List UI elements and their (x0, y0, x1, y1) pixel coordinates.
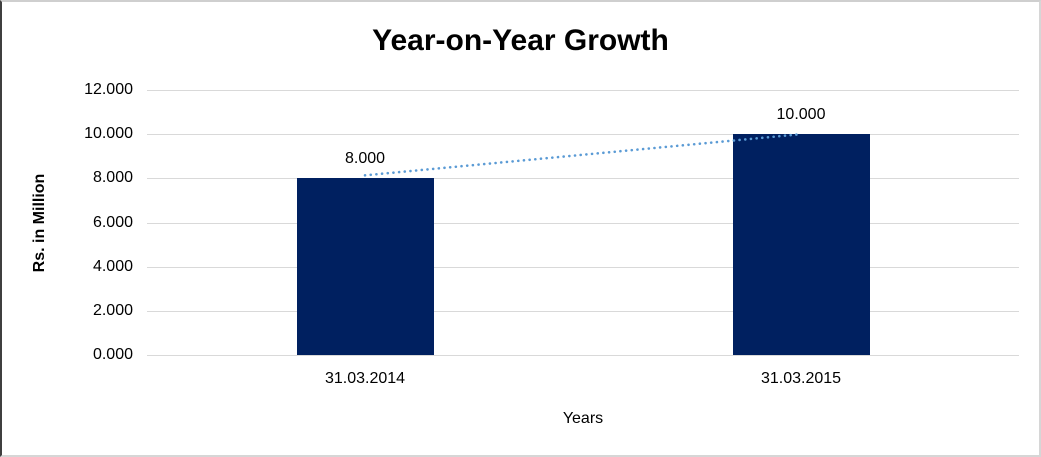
x-axis-category-label: 31.03.2015 (760, 370, 842, 387)
y-axis-tick-label: 12.000 (84, 81, 133, 98)
gridline (147, 267, 1019, 268)
gridline (147, 311, 1019, 312)
y-axis-tick-label: 8.000 (92, 169, 133, 186)
y-axis-tick-label: 4.000 (92, 258, 133, 275)
bar-value-label: 8.000 (344, 150, 386, 167)
y-axis-tick-label: 10.000 (84, 125, 133, 142)
x-axis-title: Years (562, 410, 604, 427)
y-axis-tick-label: 2.000 (92, 302, 133, 319)
bar-value-label: 10.000 (776, 106, 826, 123)
bar-31.03.2015 (733, 134, 870, 355)
gridline (147, 178, 1019, 179)
chart-title: Year-on-Year Growth (372, 24, 669, 57)
y-axis-tick-label: 6.000 (92, 214, 133, 231)
bar-31.03.2014 (297, 178, 434, 355)
x-axis-category-label: 31.03.2014 (324, 370, 406, 387)
gridline (147, 90, 1019, 91)
gridline (147, 134, 1019, 135)
gridline (147, 355, 1019, 356)
y-axis-tick-label: 0.000 (92, 346, 133, 363)
gridline (147, 223, 1019, 224)
y-axis-title: Rs. in Million (31, 173, 48, 273)
